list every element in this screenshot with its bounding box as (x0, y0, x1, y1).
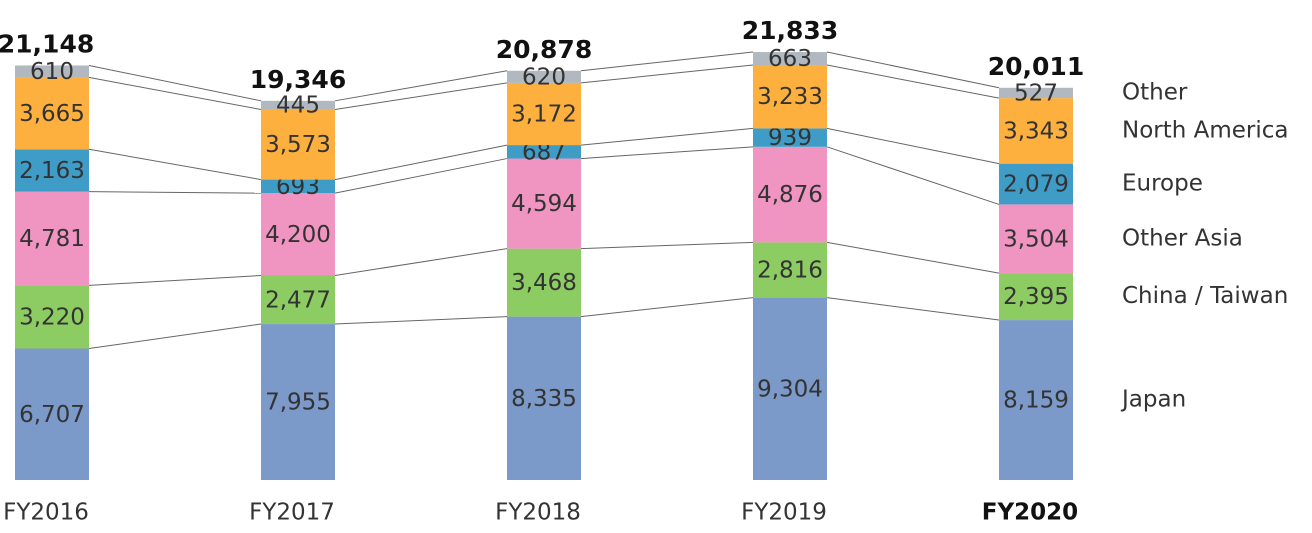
bar-segment (507, 70, 581, 83)
bar-segment (753, 65, 827, 129)
bar-segment (999, 273, 1073, 321)
bar-segment (753, 297, 827, 480)
bar-segment (999, 204, 1073, 274)
value-label: 3,172 (511, 102, 577, 128)
value-label: 620 (522, 64, 566, 90)
value-label: 3,468 (511, 270, 577, 296)
legend-label: China / Taiwan (1122, 283, 1288, 309)
bar-segment (507, 316, 581, 480)
value-label: 2,395 (1003, 284, 1069, 310)
value-label: 4,594 (511, 191, 577, 217)
connector (580, 146, 754, 160)
bar-segment (999, 87, 1073, 99)
value-label: 3,343 (1003, 118, 1069, 144)
value-label: 3,504 (1003, 226, 1069, 252)
bar-segment (261, 193, 335, 276)
connector (826, 297, 1000, 321)
value-label: 8,159 (1003, 388, 1069, 414)
legend-label: Other (1122, 79, 1188, 105)
connector (580, 127, 754, 146)
value-label: 527 (1014, 80, 1058, 106)
connector (580, 51, 754, 72)
bar-segment (261, 324, 335, 480)
total-label: 20,878 (496, 35, 592, 64)
bar-segment (15, 348, 89, 480)
bar-segment (753, 128, 827, 147)
value-label: 3,573 (265, 132, 331, 158)
value-label: 3,233 (757, 84, 823, 110)
bar-segment (753, 146, 827, 243)
connector (826, 127, 1000, 165)
value-label: 610 (30, 59, 74, 85)
value-label: 4,781 (19, 226, 85, 252)
connector (826, 51, 1000, 89)
total-label: 21,833 (742, 16, 838, 45)
total-label: 19,346 (250, 65, 346, 94)
connector (580, 64, 754, 84)
connector (580, 241, 754, 250)
value-label: 4,876 (757, 182, 823, 208)
bar-segment (999, 98, 1073, 164)
connector (826, 64, 1000, 99)
value-label: 445 (276, 93, 320, 119)
connector (88, 64, 262, 102)
total-label: 20,011 (988, 52, 1084, 81)
value-label: 8,335 (511, 386, 577, 412)
x-tick-label: FY2016 (3, 500, 89, 526)
bar-segment (261, 100, 335, 110)
bar-segment (261, 109, 335, 180)
bar-segment (507, 82, 581, 146)
value-label: 2,163 (19, 158, 85, 184)
connector (334, 82, 508, 111)
bar-segment (261, 275, 335, 325)
connector (88, 76, 262, 111)
value-label: 939 (768, 125, 812, 151)
bar-segment (999, 163, 1073, 205)
connector (88, 274, 262, 286)
value-label: 3,665 (19, 101, 85, 127)
connector (580, 297, 754, 318)
connector (826, 146, 1000, 205)
value-label: 2,079 (1003, 172, 1069, 198)
value-label: 663 (768, 46, 812, 72)
bar-segment (261, 179, 335, 194)
bar-segment (999, 320, 1073, 480)
value-label: 2,816 (757, 258, 823, 284)
bar-segment (753, 242, 827, 298)
bar-segment (507, 248, 581, 317)
value-label: 6,707 (19, 402, 85, 428)
connector (334, 70, 508, 102)
legend-label: North America (1122, 117, 1289, 143)
legend-label: Other Asia (1122, 225, 1243, 251)
connector (826, 241, 1000, 274)
bar-segment (15, 77, 89, 150)
bar-segment (753, 52, 827, 66)
value-label: 9,304 (757, 376, 823, 402)
connector (334, 158, 508, 194)
connector (88, 323, 262, 350)
x-tick-label: FY2018 (495, 500, 581, 526)
connector (88, 191, 262, 194)
bar-segment (507, 145, 581, 159)
bar-segment (15, 149, 89, 192)
bar-segment (15, 191, 89, 286)
x-tick-label: FY2019 (741, 500, 827, 526)
x-tick-label: FY2017 (249, 500, 335, 526)
connector (88, 148, 262, 181)
connector (334, 316, 508, 325)
bar-segment (507, 158, 581, 249)
bar-segment (15, 285, 89, 349)
bar-segment (15, 65, 89, 78)
value-label: 4,200 (265, 222, 331, 248)
connector (334, 144, 508, 181)
total-label: 21,148 (0, 29, 94, 58)
legend-label: Europe (1122, 171, 1203, 197)
connector (334, 248, 508, 276)
value-label: 7,955 (265, 390, 331, 416)
x-tick-label: FY2020 (982, 500, 1078, 526)
value-label: 2,477 (265, 287, 331, 313)
value-label: 3,220 (19, 304, 85, 330)
legend-label: Japan (1120, 387, 1186, 413)
